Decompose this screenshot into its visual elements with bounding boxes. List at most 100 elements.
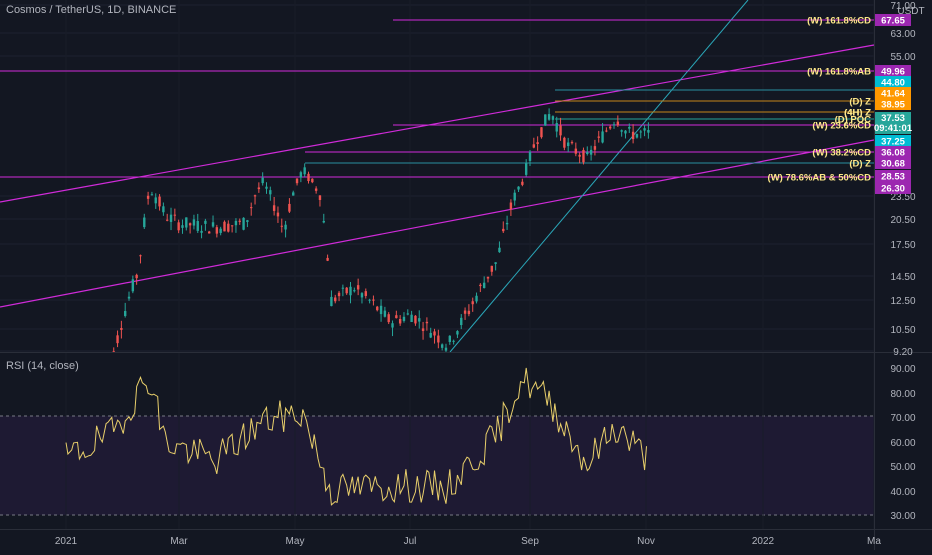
candle-body (288, 203, 291, 212)
candle-body (475, 295, 478, 302)
candle-body (532, 144, 536, 148)
candle-body (631, 131, 635, 140)
time-axis[interactable]: 2021 Mar May Jul Sep Nov 2022 Ma (55, 536, 882, 547)
candle-body (318, 195, 322, 200)
candle-body (173, 214, 177, 216)
candle-body (402, 316, 406, 321)
price-tag-value: 26.30 (881, 184, 905, 195)
candle-body (410, 314, 413, 323)
candle-body (509, 202, 513, 210)
time-tick-label: Jul (404, 536, 417, 547)
currency-label: USDT (897, 6, 924, 17)
level-label: (D) Z (849, 159, 871, 170)
candle-body (238, 220, 241, 222)
price-tag-value: 49.96 (881, 67, 905, 78)
candle-body (150, 194, 154, 196)
price-axis[interactable]: 71.00 63.00 55.00 23.50 20.50 17.50 14.50 12.50… (890, 1, 915, 358)
rsi-tick-label: 30.00 (890, 511, 915, 522)
candle-body (227, 223, 230, 232)
candle-body (601, 131, 604, 143)
price-tag (875, 135, 911, 147)
price-pane[interactable] (0, 0, 874, 352)
level-label: (D) Z (849, 97, 871, 108)
time-tick-label: Nov (637, 536, 655, 547)
current-price-tag (875, 112, 911, 134)
candle-body (421, 328, 425, 331)
candle-body (502, 228, 505, 232)
price-tag (875, 65, 911, 77)
candle-body (620, 130, 623, 132)
rsi-axis[interactable]: 90.00 80.00 70.00 60.00 50.00 40.00 30.00 (890, 364, 915, 522)
candle-body (211, 222, 215, 227)
level-label: (W) 78.6%AB & 50%CD (768, 173, 872, 184)
candle-body (494, 262, 497, 264)
level-label: (W) 161.8%AB (807, 67, 871, 78)
candle-body (391, 323, 394, 328)
candle-body (368, 299, 371, 301)
rsi-tick-label: 90.00 (890, 364, 915, 375)
candle-body (230, 225, 234, 227)
candle-body (559, 125, 562, 136)
candle-body (505, 222, 509, 225)
price-tag-value: 28.53 (881, 172, 905, 183)
candle-body (643, 128, 646, 131)
current-price-value: 37.53 (881, 113, 905, 124)
candle-body (330, 296, 333, 307)
candle-body (120, 328, 123, 330)
price-tick-label: 17.50 (890, 240, 915, 251)
candle-body (433, 331, 436, 336)
candle-body (208, 231, 211, 234)
price-tag-value: 36.08 (881, 148, 905, 159)
candle-body (123, 311, 127, 316)
candle-body (135, 274, 138, 279)
candle-body (463, 310, 467, 314)
candle-body (479, 284, 482, 287)
time-tick-label: 2022 (752, 536, 775, 547)
candle-body (376, 306, 379, 311)
candle-body (192, 219, 196, 226)
price-tag (875, 157, 911, 169)
candles (112, 108, 650, 353)
candle-body (158, 196, 161, 207)
candle-body (185, 217, 188, 228)
candle-body (448, 335, 452, 342)
candle-body (196, 221, 199, 231)
candle-body (341, 287, 345, 289)
level-label: (W) 23.6%CD (812, 121, 871, 132)
price-tick-label: 12.50 (890, 296, 915, 307)
rsi-tick-label: 60.00 (890, 438, 915, 449)
candle-body (379, 305, 383, 315)
candle-body (425, 321, 429, 324)
candle-body (356, 285, 360, 290)
candle-body (452, 340, 455, 342)
candle-body (253, 195, 257, 197)
trend-line (449, 0, 749, 353)
candle-body (547, 114, 551, 120)
price-tag-value: 67.65 (881, 16, 905, 27)
candle-body (162, 206, 165, 213)
candle-body (635, 134, 639, 138)
time-tick-label: Mar (170, 536, 188, 547)
time-tick-label: Ma (867, 536, 881, 547)
price-tag-value: 30.68 (881, 159, 905, 170)
rsi-tick-label: 70.00 (890, 413, 915, 424)
time-tick-label: 2021 (55, 536, 78, 547)
price-tag (875, 76, 911, 88)
price-tick-label: 71.00 (890, 1, 915, 12)
candle-body (437, 335, 440, 343)
candle-body (524, 163, 528, 175)
candle-body (521, 181, 524, 185)
price-tick-label: 9.20 (893, 347, 913, 358)
candle-body (295, 178, 299, 184)
price-tag (875, 146, 911, 158)
candle-body (272, 205, 276, 211)
candle-body (586, 152, 589, 155)
candle-body (154, 197, 157, 204)
candle-body (398, 319, 402, 324)
candle-body (513, 192, 516, 201)
price-tag-value: 41.64 (881, 89, 905, 100)
candle-body (540, 127, 543, 138)
candle-body (574, 148, 578, 154)
